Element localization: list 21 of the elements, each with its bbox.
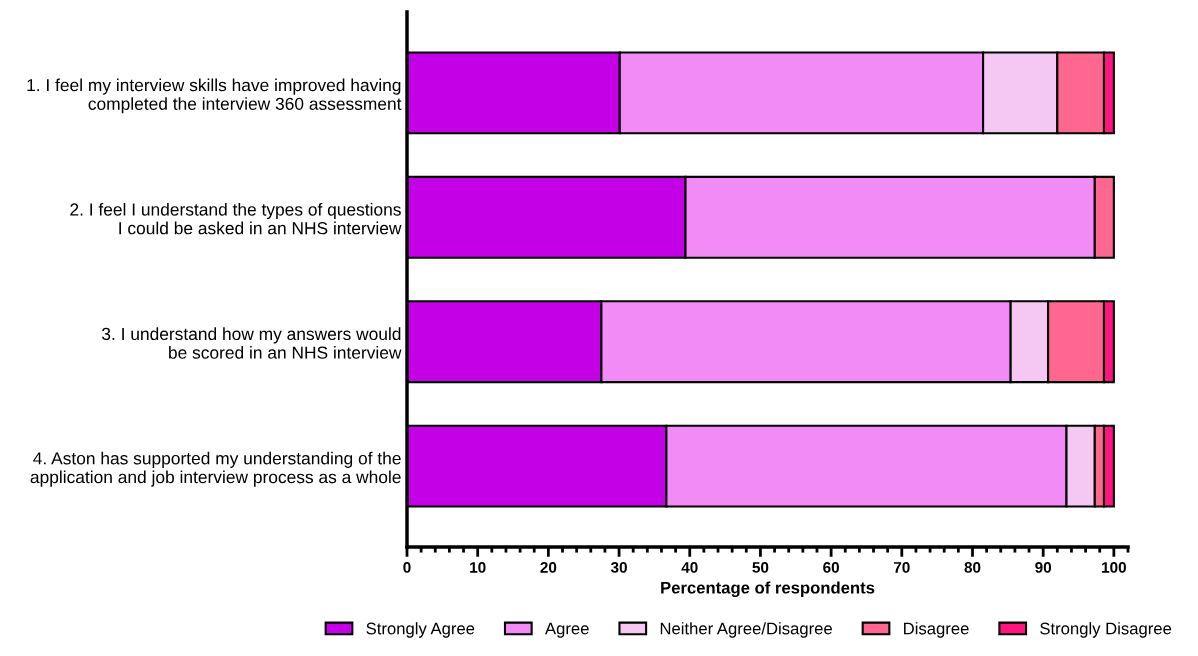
x-tick-label: 20	[540, 561, 557, 573]
legend-label: Strongly Disagree	[1040, 622, 1172, 638]
x-tick-label: 70	[893, 561, 910, 573]
x-tick-label: 0	[403, 561, 411, 573]
x-tick-label: 90	[1035, 561, 1052, 573]
y-tick-label: 1. I feel my interview skills have improved having completed the interview 360 assessment	[27, 78, 402, 114]
x-tick-label: 60	[823, 561, 839, 573]
x-tick-label: 10	[470, 561, 486, 573]
x-tick-label: 100	[1102, 561, 1126, 573]
x-tick-label: 40	[681, 561, 698, 573]
legend-label: Disagree	[904, 622, 969, 638]
x-tick-label: 30	[610, 561, 627, 573]
y-tick-label: 2. I feel I understand the types of questions I could be asked in an NHS interview	[70, 202, 402, 235]
y-tick-label: 3. I understand how my answers would be scored in an NHS interview	[102, 327, 402, 359]
y-tick-label: 4. Aston has supported my understanding of the application and job interview process as a whole	[30, 451, 401, 487]
legend-label: Agree	[545, 622, 589, 638]
x-tick-label: 80	[964, 561, 981, 573]
x-axis-title: Percentage of respondents	[661, 581, 875, 597]
x-tick-label: 50	[752, 561, 769, 573]
legend-label: Neither Agree/Disagree	[660, 622, 832, 638]
legend-label: Strongly Agree	[366, 622, 475, 638]
